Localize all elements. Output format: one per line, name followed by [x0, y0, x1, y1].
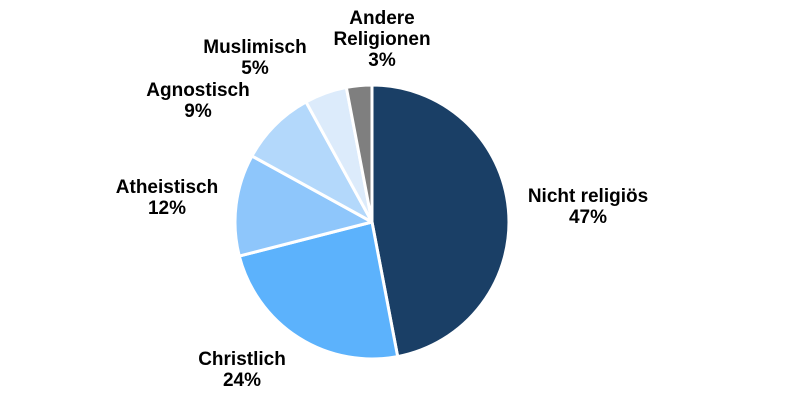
data-label-value: 12% [148, 198, 186, 219]
pie-slice-christlich [237, 220, 400, 361]
data-label-value: 9% [184, 101, 212, 122]
data-label-category: Agnostisch [146, 80, 249, 101]
data-label-category: Andere [349, 8, 414, 29]
data-label-category: Atheistisch [116, 177, 218, 198]
data-label-category: Nicht religiös [528, 186, 648, 207]
pie-slices [233, 83, 511, 361]
data-label-value: 5% [241, 58, 269, 79]
pie-slice-andere-religionen [344, 83, 374, 224]
data-label-value: 47% [569, 207, 607, 228]
pie-labels: Nicht religiös 47% Christlich 24% Atheistisc… [116, 8, 648, 391]
data-label-category: Christlich [198, 349, 286, 370]
data-label-category: Muslimisch [203, 37, 306, 58]
data-label-agnostisch: Agnostisch 9% [146, 80, 249, 122]
data-label-nicht-religios: Nicht religiös 47% [528, 186, 648, 228]
data-label-value: 24% [223, 370, 261, 391]
data-label-christlich: Christlich 24% [198, 349, 286, 391]
data-label-atheistisch: Atheistisch 12% [116, 177, 218, 219]
data-label-value: 3% [368, 50, 396, 71]
data-label-category: Religionen [333, 29, 430, 50]
data-label-andere-religionen: Andere Religionen 3% [333, 8, 430, 71]
pie-slice-atheistisch [233, 154, 374, 258]
pie-slice-nicht-religios [370, 83, 511, 359]
data-label-muslimisch: Muslimisch 5% [203, 37, 306, 79]
